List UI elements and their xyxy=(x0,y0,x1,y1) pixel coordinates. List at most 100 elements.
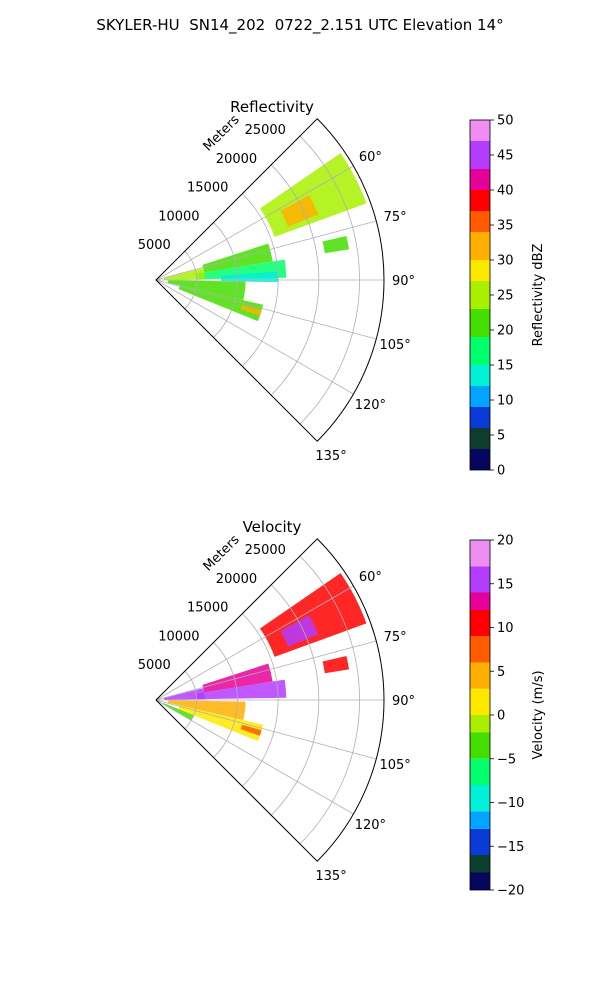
azimuth-tick-label: 120° xyxy=(355,818,386,833)
azimuth-spoke-1 xyxy=(155,640,377,701)
colorbar-segment xyxy=(470,428,490,449)
colorbar-segment xyxy=(470,449,490,470)
range-axis-label: Meters xyxy=(201,112,243,154)
colorbar-segment xyxy=(470,566,490,593)
colorbar-segment xyxy=(470,540,490,567)
azimuth-spoke-3 xyxy=(155,279,377,340)
range-tick-label: 10000 xyxy=(158,629,199,644)
azimuth-tick-label: 60° xyxy=(359,150,382,165)
colorbar-tick-label: 35 xyxy=(497,219,514,234)
echo-region-2 xyxy=(322,236,350,254)
colorbar-segment xyxy=(470,141,490,169)
colorbar-tick-label: 20 xyxy=(497,534,514,549)
colorbar-label: Reflectivity dBZ xyxy=(531,244,546,347)
azimuth-tick-label: 75° xyxy=(384,210,407,225)
colorbar: −20 −15 −10 −5 0 5 10 15 20 Velocity (m/s) xyxy=(469,534,546,899)
azimuth-spoke-4 xyxy=(155,279,354,395)
colorbar-segment xyxy=(470,688,490,715)
colorbar-tick-label: 45 xyxy=(497,149,514,164)
colorbar-segment xyxy=(470,120,490,141)
colorbar-segment xyxy=(470,811,490,829)
range-tick-label: 10000 xyxy=(158,209,199,224)
colorbar: 0 5 10 15 20 25 30 35 40 45 50 Reflectivity dBZ xyxy=(469,114,546,479)
colorbar-segment xyxy=(470,610,490,637)
echo-region-4 xyxy=(196,679,287,700)
colorbar-segment xyxy=(470,386,490,407)
range-tick-label: 15000 xyxy=(187,181,228,196)
echo-region-1 xyxy=(280,615,319,647)
azimuth-tick-label: 105° xyxy=(379,758,410,773)
colorbar-segment xyxy=(470,872,490,890)
echo-region-6 xyxy=(167,700,246,721)
azimuth-tick-label: 135° xyxy=(315,449,346,464)
azimuth-tick-label: 105° xyxy=(379,338,410,353)
colorbar-segment xyxy=(470,232,490,260)
azimuth-tick-label: 60° xyxy=(359,570,382,585)
colorbar-segment xyxy=(470,407,490,428)
echo-region-7 xyxy=(178,285,264,322)
echo-region-6 xyxy=(167,280,246,301)
range-tick-label: 25000 xyxy=(245,123,286,138)
azimuth-spoke-1 xyxy=(155,220,377,281)
colorbar-segment xyxy=(470,281,490,309)
echo-region-5 xyxy=(163,688,205,700)
sector-frame xyxy=(155,538,385,862)
colorbar-segment xyxy=(470,662,490,689)
colorbar-tick-label: 20 xyxy=(497,324,514,339)
range-tick-label: 20000 xyxy=(216,572,257,587)
colorbar-segment xyxy=(470,732,490,759)
echo-region-0 xyxy=(260,153,367,237)
colorbar-tick-label: −5 xyxy=(497,752,516,767)
echo-region-2 xyxy=(322,656,350,674)
azimuth-spoke-0 xyxy=(155,585,354,701)
echo-region-5 xyxy=(163,268,205,280)
range-tick-label: 20000 xyxy=(216,152,257,167)
colorbar-tick-label: −10 xyxy=(497,796,524,811)
colorbar-tick-label: 50 xyxy=(497,114,514,129)
echo-region-8 xyxy=(240,724,262,736)
range-tick-label: 15000 xyxy=(187,601,228,616)
range-tick-label: 25000 xyxy=(245,543,286,558)
colorbar-tick-label: 15 xyxy=(497,577,514,592)
colorbar-segment xyxy=(470,758,490,785)
colorbar-segment xyxy=(470,190,490,211)
colorbar-tick-label: 0 xyxy=(497,709,505,724)
azimuth-tick-label: 120° xyxy=(355,398,386,413)
echo-region-8 xyxy=(240,304,262,316)
colorbar-label: Velocity (m/s) xyxy=(531,670,546,759)
figure-title: SKYLER-HU SN14_202 0722_2.151 UTC Elevat… xyxy=(96,16,504,34)
echo-region-0 xyxy=(260,573,367,657)
colorbar-tick-label: 10 xyxy=(497,621,514,636)
colorbar-segment xyxy=(470,337,490,365)
chart-panel-reflectivity: 5000 10000 15000 20000 25000 60° 75° 90° 105° 120… xyxy=(138,98,546,479)
colorbar-segment xyxy=(470,715,490,733)
colorbar-segment xyxy=(470,828,490,855)
azimuth-spoke-4 xyxy=(155,699,354,815)
range-tick-label: 5000 xyxy=(138,238,171,253)
colorbar-segment xyxy=(470,592,490,610)
azimuth-tick-label: 90° xyxy=(392,274,415,289)
echo-region-1 xyxy=(280,195,319,227)
colorbar-tick-label: 5 xyxy=(497,665,505,680)
chart-panel-velocity: 5000 10000 15000 20000 25000 60° 75° 90° 105° 120… xyxy=(138,518,546,899)
azimuth-spoke-0 xyxy=(155,165,354,281)
azimuth-tick-label: 90° xyxy=(392,694,415,709)
azimuth-tick-label: 135° xyxy=(315,869,346,884)
colorbar-tick-label: 15 xyxy=(497,359,514,374)
colorbar-segment xyxy=(470,785,490,812)
azimuth-spoke-3 xyxy=(155,699,377,760)
echo-layer xyxy=(163,153,367,322)
colorbar-tick-label: 30 xyxy=(497,254,514,269)
colorbar-segment xyxy=(470,365,490,386)
echo-region-7 xyxy=(178,705,264,742)
colorbar-segment xyxy=(470,855,490,873)
colorbar-tick-label: 0 xyxy=(497,464,505,479)
colorbar-tick-label: −20 xyxy=(497,884,524,899)
colorbar-segment xyxy=(470,260,490,281)
colorbar-tick-label: 5 xyxy=(497,429,505,444)
range-tick-label: 5000 xyxy=(138,658,171,673)
colorbar-tick-label: 25 xyxy=(497,289,514,304)
panel-title: Reflectivity xyxy=(230,98,314,116)
colorbar-segment xyxy=(470,211,490,232)
colorbar-segment xyxy=(470,636,490,663)
